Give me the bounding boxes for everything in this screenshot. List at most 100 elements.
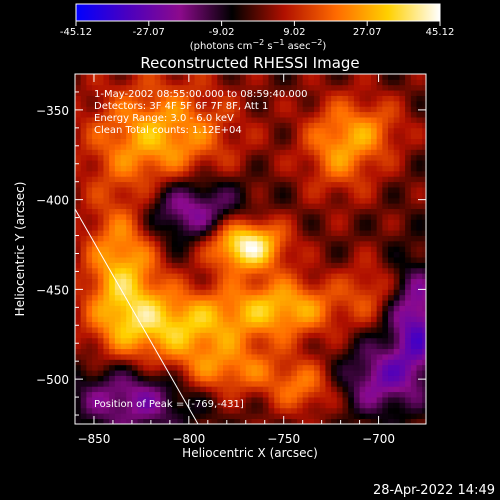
heatmap-cell — [245, 197, 252, 204]
heatmap-cell — [240, 170, 247, 177]
heatmap-cell — [211, 257, 218, 263]
heatmap-cell — [325, 122, 332, 129]
heatmap-cell — [399, 380, 406, 387]
heatmap-cell — [75, 117, 82, 123]
heatmap-cell — [205, 90, 213, 96]
heatmap-cell — [154, 359, 161, 366]
heatmap-cell — [183, 165, 190, 172]
heatmap-cell — [410, 154, 417, 161]
heatmap-cell — [177, 402, 184, 409]
heatmap-cell — [393, 246, 400, 253]
heatmap-cell — [211, 111, 218, 118]
heatmap-cell — [160, 300, 167, 306]
heatmap-cell — [308, 348, 315, 355]
heatmap-cell — [211, 95, 218, 102]
heatmap-cell — [353, 354, 360, 360]
heatmap-cell — [228, 90, 235, 96]
heatmap-cell — [217, 294, 224, 301]
heatmap-cell — [114, 337, 121, 344]
heatmap-cell — [359, 354, 366, 360]
heatmap-cell — [103, 192, 110, 199]
heatmap-cell — [205, 310, 213, 317]
heatmap-cell — [194, 230, 201, 236]
heatmap-cell — [114, 74, 121, 80]
heatmap-cell — [274, 90, 281, 96]
heatmap-cell — [370, 192, 378, 199]
heatmap-cell — [359, 127, 366, 134]
heatmap-cell — [422, 192, 426, 199]
heatmap-cell — [359, 246, 366, 253]
heatmap-cell — [399, 84, 406, 91]
heatmap-cell — [126, 364, 133, 371]
heatmap-cell — [376, 176, 383, 183]
heatmap-cell — [422, 127, 426, 134]
heatmap-cell — [405, 348, 412, 355]
heatmap-cell — [92, 273, 99, 280]
heatmap-cell — [342, 364, 349, 371]
heatmap-cell — [422, 359, 426, 366]
heatmap-cell — [308, 321, 315, 328]
heatmap-cell — [410, 208, 417, 215]
heatmap-cell — [348, 407, 355, 414]
heatmap-cell — [325, 176, 332, 183]
heatmap-cell — [251, 192, 258, 199]
heatmap-cell — [331, 354, 338, 360]
heatmap-cell — [109, 397, 116, 403]
heatmap-cell — [370, 284, 378, 290]
heatmap-cell — [240, 343, 247, 350]
heatmap-cell — [154, 267, 161, 274]
heatmap-cell — [166, 203, 173, 210]
heatmap-cell — [200, 316, 207, 323]
heatmap-cell — [228, 192, 235, 199]
heatmap-cell — [274, 284, 281, 290]
heatmap-cell — [251, 240, 258, 247]
heatmap-cell — [234, 214, 241, 220]
heatmap-cell — [279, 127, 286, 134]
heatmap-cell — [302, 144, 309, 150]
heatmap-cell — [251, 316, 258, 323]
heatmap-cell — [154, 321, 161, 328]
heatmap-cell — [325, 267, 332, 274]
heatmap-cell — [257, 154, 264, 161]
heatmap-cell — [217, 117, 224, 123]
heatmap-cell — [302, 262, 309, 269]
heatmap-cell — [325, 397, 332, 403]
heatmap-cell — [353, 370, 360, 376]
heatmap-cell — [160, 294, 167, 301]
heatmap-cell — [291, 100, 298, 107]
heatmap-cell — [348, 246, 355, 253]
heatmap-cell — [262, 79, 269, 86]
heatmap-cell — [154, 327, 161, 333]
heatmap-cell — [416, 176, 423, 183]
heatmap-cell — [359, 79, 366, 86]
heatmap-cell — [228, 251, 235, 258]
heatmap-cell — [240, 380, 247, 387]
heatmap-cell — [188, 224, 195, 231]
heatmap-cell — [331, 391, 338, 398]
heatmap-cell — [365, 90, 372, 96]
heatmap-cell — [92, 337, 99, 344]
heatmap-cell — [274, 337, 281, 344]
heatmap-cell — [86, 149, 93, 156]
heatmap-cell — [331, 181, 338, 188]
heatmap-cell — [342, 154, 349, 161]
heatmap-cell — [194, 235, 201, 242]
heatmap-cell — [331, 251, 338, 258]
heatmap-cell — [399, 127, 406, 134]
heatmap-cell — [97, 305, 104, 312]
heatmap-cell — [399, 375, 406, 382]
heatmap-cell — [399, 240, 406, 247]
heatmap-cell — [137, 257, 144, 263]
heatmap-cell — [183, 413, 190, 420]
heatmap-cell — [86, 117, 93, 123]
heatmap-cell — [279, 257, 286, 263]
heatmap-cell — [325, 106, 332, 113]
chart-title: Reconstructed RHESSI Image — [140, 54, 359, 72]
heatmap-cell — [308, 278, 315, 285]
heatmap-cell — [291, 262, 298, 269]
heatmap-cell — [234, 111, 241, 118]
heatmap-cell — [211, 127, 218, 134]
heatmap-cell — [109, 79, 116, 86]
heatmap-cell — [302, 364, 309, 371]
heatmap-cell — [97, 192, 104, 199]
